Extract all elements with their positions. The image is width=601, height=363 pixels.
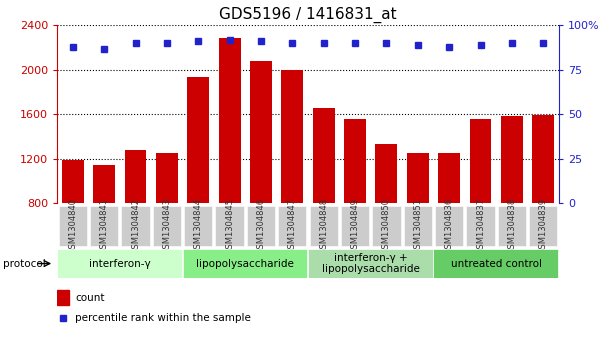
Text: GSM1304848: GSM1304848 bbox=[319, 198, 328, 254]
FancyBboxPatch shape bbox=[433, 249, 558, 278]
FancyBboxPatch shape bbox=[466, 206, 495, 246]
Bar bbox=[344, 119, 366, 203]
Text: GSM1304845: GSM1304845 bbox=[225, 198, 234, 254]
FancyBboxPatch shape bbox=[341, 206, 369, 246]
Text: GSM1304850: GSM1304850 bbox=[382, 198, 391, 254]
Text: GSM1304851: GSM1304851 bbox=[413, 198, 423, 254]
Title: GDS5196 / 1416831_at: GDS5196 / 1416831_at bbox=[219, 7, 397, 23]
Bar bbox=[124, 150, 147, 203]
FancyBboxPatch shape bbox=[308, 249, 433, 278]
Bar bbox=[313, 108, 335, 203]
FancyBboxPatch shape bbox=[57, 249, 182, 278]
FancyBboxPatch shape bbox=[153, 206, 181, 246]
Text: percentile rank within the sample: percentile rank within the sample bbox=[75, 313, 251, 323]
Bar bbox=[438, 153, 460, 203]
FancyBboxPatch shape bbox=[216, 206, 244, 246]
Bar bbox=[250, 61, 272, 203]
Text: GSM1304849: GSM1304849 bbox=[350, 198, 359, 254]
Text: GSM1304844: GSM1304844 bbox=[194, 198, 203, 254]
FancyBboxPatch shape bbox=[435, 206, 463, 246]
FancyBboxPatch shape bbox=[59, 206, 87, 246]
FancyBboxPatch shape bbox=[247, 206, 275, 246]
Bar bbox=[188, 77, 209, 203]
Text: interferon-γ +
lipopolysaccharide: interferon-γ + lipopolysaccharide bbox=[322, 253, 419, 274]
FancyBboxPatch shape bbox=[372, 206, 400, 246]
Bar bbox=[376, 144, 397, 203]
Text: GSM1304840: GSM1304840 bbox=[69, 198, 78, 254]
Text: protocol: protocol bbox=[3, 258, 46, 269]
Text: GSM1304842: GSM1304842 bbox=[131, 198, 140, 254]
Text: GSM1304838: GSM1304838 bbox=[507, 198, 516, 254]
Text: GSM1304843: GSM1304843 bbox=[162, 198, 171, 254]
Text: count: count bbox=[75, 293, 105, 303]
Text: GSM1304836: GSM1304836 bbox=[445, 198, 454, 254]
Bar bbox=[407, 153, 429, 203]
FancyBboxPatch shape bbox=[404, 206, 432, 246]
Bar bbox=[57, 290, 69, 305]
FancyBboxPatch shape bbox=[498, 206, 526, 246]
Text: GSM1304839: GSM1304839 bbox=[538, 198, 548, 254]
Bar bbox=[93, 165, 115, 203]
Bar bbox=[501, 116, 523, 203]
Text: GSM1304841: GSM1304841 bbox=[100, 198, 109, 254]
Bar bbox=[281, 70, 304, 203]
FancyBboxPatch shape bbox=[90, 206, 118, 246]
FancyBboxPatch shape bbox=[278, 206, 307, 246]
Bar bbox=[532, 115, 554, 203]
Text: lipopolysaccharide: lipopolysaccharide bbox=[197, 258, 294, 269]
Bar bbox=[62, 160, 84, 203]
Text: untreated control: untreated control bbox=[451, 258, 542, 269]
FancyBboxPatch shape bbox=[183, 249, 307, 278]
FancyBboxPatch shape bbox=[310, 206, 338, 246]
Bar bbox=[219, 38, 240, 203]
FancyBboxPatch shape bbox=[184, 206, 212, 246]
Text: GSM1304847: GSM1304847 bbox=[288, 198, 297, 254]
Text: GSM1304846: GSM1304846 bbox=[257, 198, 266, 254]
Bar bbox=[156, 153, 178, 203]
Text: GSM1304837: GSM1304837 bbox=[476, 198, 485, 254]
Text: interferon-γ: interferon-γ bbox=[89, 258, 151, 269]
Bar bbox=[469, 119, 492, 203]
FancyBboxPatch shape bbox=[121, 206, 150, 246]
FancyBboxPatch shape bbox=[529, 206, 557, 246]
